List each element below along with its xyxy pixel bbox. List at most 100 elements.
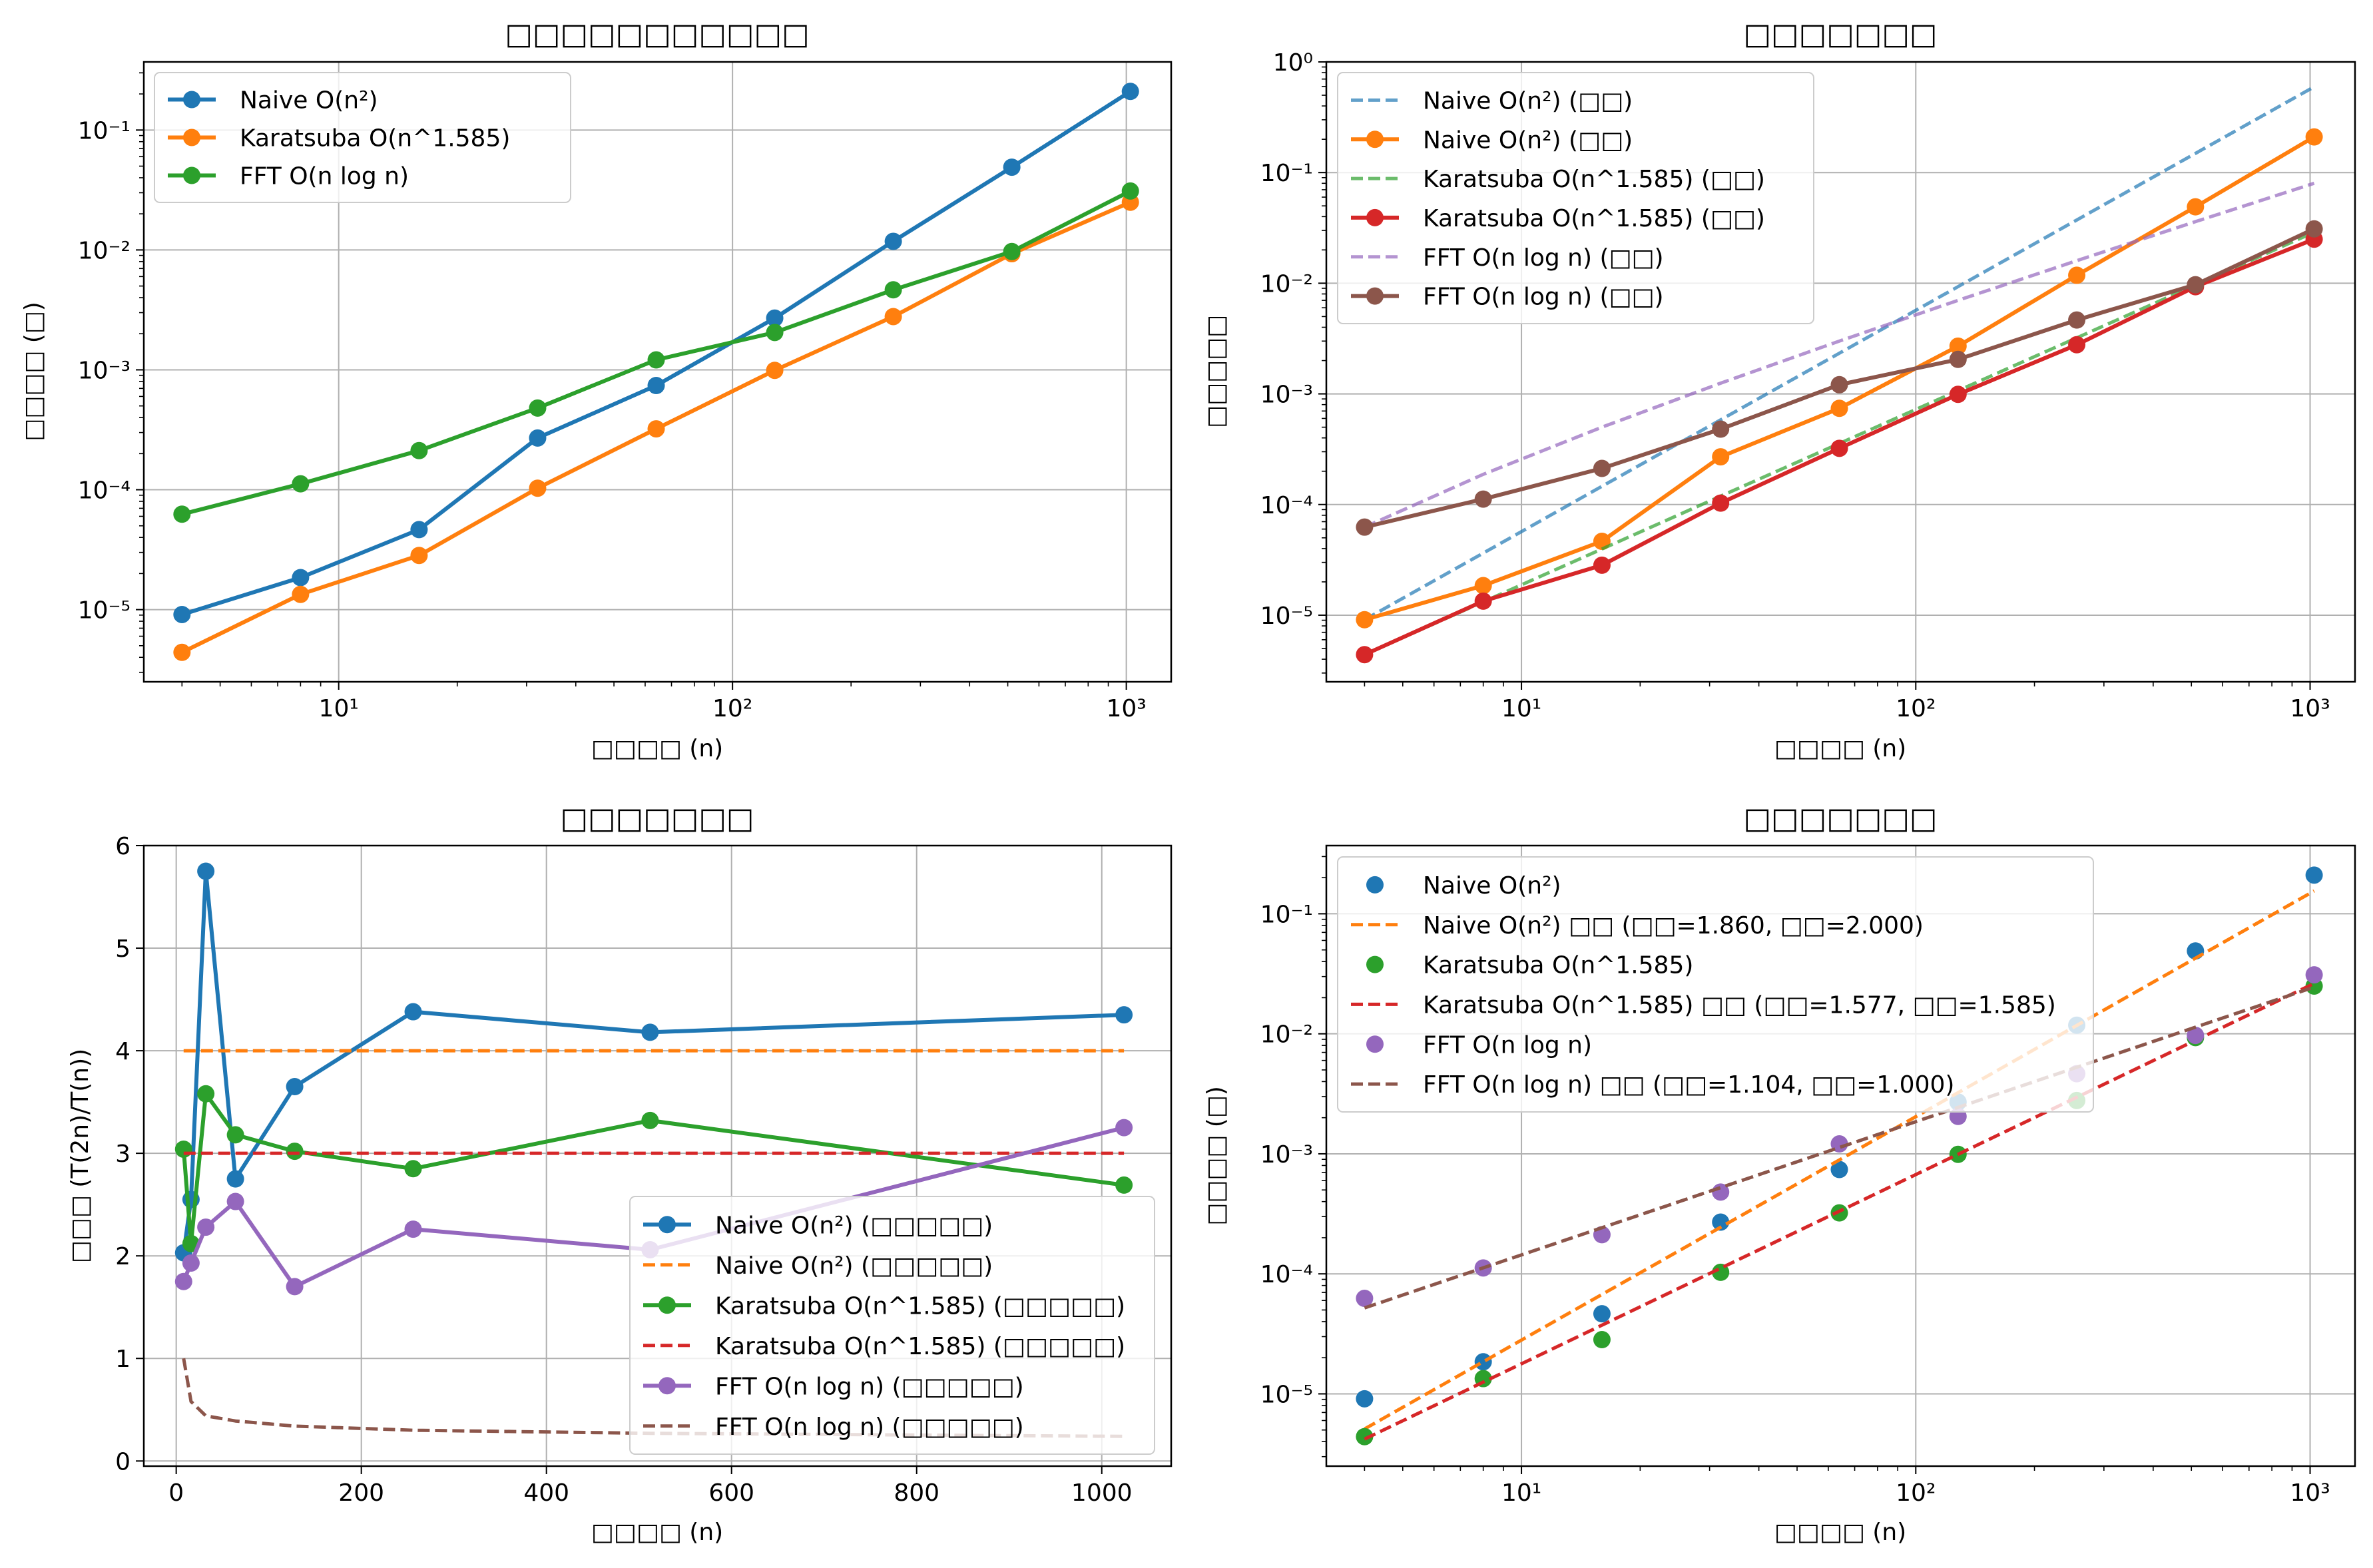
legend-label: FFT O(n log n) □□ (□□=1.104, □□=1.000): [1423, 1071, 1954, 1099]
tick-layer: 10¹ 10² 10³ 10⁻⁵ 10⁻⁴ 10⁻³ 10⁻² 10⁻¹: [78, 72, 1147, 722]
y-tick-label: 2: [115, 1243, 131, 1270]
data-point: [2187, 276, 2205, 294]
data-point: [1712, 448, 1730, 466]
x-tick-label: 200: [338, 1479, 384, 1507]
y-axis-label: □□□□ (□): [20, 302, 47, 441]
y-tick-label: 10⁻¹: [78, 117, 131, 144]
series-5: [182, 1358, 1125, 1438]
legend-label: Naive O(n²) (□□□□□): [715, 1212, 993, 1239]
legend-label: Karatsuba O(n^1.585) (□□□□□): [715, 1333, 1125, 1360]
y-tick-label: 10⁻⁵: [1260, 603, 1313, 630]
data-point: [647, 376, 665, 394]
data-point: [1356, 646, 1374, 664]
chart-panel-fit-analysis: 10¹ 10² 10³ 10⁻⁵ 10⁻⁴ 10⁻³ 10⁻² 10⁻¹ □□□□□□□ □□…: [1202, 802, 2356, 1546]
data-point: [410, 547, 428, 565]
legend-label: Naive O(n²) (□□): [1423, 127, 1633, 154]
data-point: [1356, 1428, 1374, 1445]
series-0: [1364, 85, 2315, 621]
data-point: [884, 232, 902, 250]
y-tick-label: 10⁻³: [1260, 382, 1313, 409]
series-line: [1364, 181, 2315, 529]
series-layer: [1356, 85, 2323, 664]
legend-box: [629, 1196, 1155, 1455]
data-point: [1474, 577, 1492, 595]
data-point: [1115, 1006, 1133, 1024]
y-tick-label: 5: [115, 935, 131, 963]
y-tick-label: 10⁻⁴: [78, 477, 131, 505]
legend-marker: [1366, 131, 1384, 148]
legend-marker: [659, 1216, 676, 1234]
data-point: [174, 1272, 192, 1290]
data-point: [2068, 311, 2086, 329]
data-point: [226, 1170, 244, 1188]
chart-panel-growth-ratio: 0 200 400 600 800 1000 0 1 2 3 4 5 6 □□□□□□□ □□□□ (n…: [67, 802, 1173, 1546]
series-line: [1364, 981, 2315, 1441]
x-tick-label: 10³: [1106, 695, 1146, 722]
y-tick-label: 10⁻⁴: [1260, 1261, 1313, 1288]
x-tick-label: 10¹: [1501, 1479, 1541, 1507]
x-tick-label: 0: [168, 1479, 184, 1507]
data-point: [1949, 337, 1967, 355]
legend-label: Naive O(n²): [240, 87, 378, 115]
x-axis-label: □□□□ (n): [1774, 735, 1906, 762]
data-point: [173, 643, 191, 661]
chart-title: □□□□□□□: [560, 802, 754, 836]
legend-label: FFT O(n log n) (□□□□□): [715, 1414, 1024, 1441]
data-point: [2187, 1027, 2205, 1045]
series-line: [1364, 985, 2315, 1310]
legend-marker: [183, 129, 200, 146]
x-tick-label: 10²: [1896, 695, 1936, 722]
data-point: [1356, 1390, 1374, 1408]
series-2: [173, 182, 1139, 523]
legend-marker: [1366, 876, 1384, 894]
y-axis-label: □□□ (T(2n)/T(n)): [67, 1049, 94, 1263]
legend-label: Karatsuba O(n^1.585) (□□): [1423, 166, 1765, 193]
series-1: [1364, 889, 2315, 1431]
y-tick-label: 10⁻²: [1260, 1021, 1313, 1049]
series-layer: [173, 83, 1139, 661]
legend-label: FFT O(n log n): [1423, 1031, 1592, 1059]
data-point: [2187, 198, 2205, 216]
data-point: [1356, 1290, 1374, 1308]
chart-panel-complexity: 10¹ 10² 10³ 10⁻⁵ 10⁻⁴ 10⁻³ 10⁻² 10⁻¹ □□□□□□□□□□…: [20, 17, 1173, 762]
legend-marker: [183, 91, 200, 109]
x-tick-label: 800: [894, 1479, 939, 1507]
legend-label: Naive O(n²) □□ (□□=1.860, □□=2.000): [1423, 912, 1924, 939]
tick-layer: 10¹ 10² 10³ 10⁻⁵ 10⁻⁴ 10⁻³ 10⁻² 10⁻¹ 10⁰: [1260, 49, 2330, 722]
data-point: [1712, 1213, 1730, 1231]
y-axis-label: □□□□ (□): [1202, 1086, 1230, 1226]
y-tick-label: 10⁻¹: [1260, 160, 1313, 187]
axes-frame: [142, 844, 1173, 1467]
legend-marker: [659, 1296, 676, 1314]
series-line: [1364, 85, 2315, 621]
legend-label: FFT O(n log n): [240, 163, 409, 190]
y-tick-label: 10⁻²: [1260, 270, 1313, 298]
data-point: [647, 420, 665, 438]
y-tick-label: 10⁻⁵: [1260, 1381, 1313, 1408]
y-tick-label: 10⁰: [1273, 49, 1313, 77]
chart-title: □□□□□□□□□□□: [505, 17, 809, 51]
data-point: [1115, 1119, 1133, 1137]
data-point: [226, 1192, 244, 1210]
data-point: [197, 862, 215, 880]
data-point: [286, 1143, 304, 1161]
data-point: [2068, 266, 2086, 284]
data-point: [2305, 866, 2323, 884]
data-point: [197, 1085, 215, 1103]
y-tick-label: 3: [115, 1141, 131, 1168]
data-point: [410, 521, 428, 539]
legend-marker: [1366, 1035, 1384, 1053]
legend-box: [1337, 856, 2094, 1113]
data-point: [1593, 459, 1611, 477]
legend-marker: [183, 166, 200, 184]
legend-label: Karatsuba O(n^1.585) (□□): [1423, 205, 1765, 232]
data-point: [1830, 399, 1848, 417]
data-point: [1121, 182, 1139, 200]
series-0: [173, 83, 1139, 623]
legend-label: FFT O(n log n) (□□): [1423, 244, 1664, 272]
x-tick-label: 10²: [712, 695, 752, 722]
y-tick-label: 10⁻²: [78, 237, 131, 264]
y-tick-label: 6: [115, 833, 131, 860]
data-point: [174, 1140, 192, 1158]
